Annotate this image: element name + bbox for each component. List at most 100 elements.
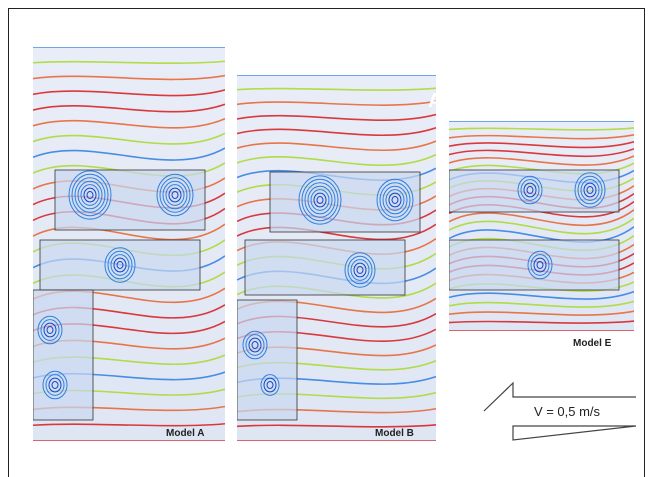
- flow-graphic: [449, 148, 634, 158]
- flow-graphic: [42, 370, 68, 400]
- flow-graphic: [385, 189, 405, 211]
- flow-graphic: [449, 300, 634, 308]
- flow-graphic: [33, 74, 225, 81]
- flow-graphic: [520, 179, 540, 201]
- panel-label: Model E: [573, 338, 612, 349]
- flow-graphic: [51, 381, 59, 389]
- flow-graphic: [344, 252, 376, 288]
- flow-graphic: [574, 172, 606, 208]
- flow-graphic: [68, 170, 112, 220]
- flow-graphic: [533, 257, 547, 273]
- flow-graphic: [245, 334, 265, 356]
- flow-graphic: [77, 180, 103, 210]
- flow-graphic: [33, 422, 225, 427]
- flow-graphic: [449, 127, 634, 131]
- flow-graphic: [580, 179, 600, 201]
- flow-graphic: [449, 226, 634, 243]
- flow-graphic: [242, 330, 268, 360]
- flow-graphic: [237, 100, 436, 106]
- flow-graphic: [237, 424, 436, 428]
- flow-graphic: [517, 175, 543, 205]
- flow-graphic: [54, 169, 206, 231]
- flow-graphic: [260, 374, 280, 396]
- flow-graphic: [376, 178, 414, 222]
- flow-graphic: [347, 255, 373, 285]
- flow-graphic: [43, 322, 57, 338]
- flow-graphic: [449, 209, 634, 226]
- flow-graphic: [523, 182, 537, 198]
- flow-graphic: [168, 187, 182, 203]
- flow-graphic: [382, 185, 408, 215]
- flow-graphic: [39, 239, 201, 291]
- flow-graphic: [307, 185, 333, 215]
- flow-graphic: [159, 177, 191, 213]
- flow-graphic: [171, 191, 179, 199]
- flow-graphic: [301, 178, 339, 222]
- flow-graphic: [536, 261, 544, 269]
- flow-graphic: [74, 177, 106, 213]
- flow-graphic: [577, 175, 603, 205]
- flow-graphic: [583, 182, 597, 198]
- flow-graphic: [244, 239, 406, 296]
- flow-graphic: [80, 184, 100, 206]
- flow-graphic: [86, 191, 94, 199]
- flow-graphic: [116, 261, 124, 269]
- flow-graphic: [263, 377, 277, 393]
- flow-graphic: [449, 155, 634, 166]
- flow-graphic: [391, 196, 399, 204]
- flow-graphic: [45, 374, 65, 396]
- flow-graphic: [237, 153, 436, 167]
- flow-graphic: [316, 196, 324, 204]
- flow-graphic: [449, 290, 634, 300]
- flow-graphic: [379, 182, 411, 218]
- flow-graphic: [104, 247, 136, 283]
- flow-graphic: [350, 259, 370, 281]
- flow-graphic: [237, 140, 436, 152]
- flow-graphic: [237, 113, 436, 122]
- flow-graphic: [530, 254, 550, 276]
- flow-graphic: [266, 381, 274, 389]
- flow-graphic: [388, 192, 402, 208]
- flow-graphic: [37, 315, 63, 345]
- flow-graphic: [162, 180, 188, 210]
- panel-model-a: [33, 47, 225, 441]
- flow-graphic: [71, 173, 109, 217]
- flow-graphic: [33, 147, 225, 161]
- flow-graphic: [237, 127, 436, 137]
- corner-text: A: [428, 90, 442, 112]
- panel-model-b: [237, 75, 436, 441]
- flow-graphic: [33, 289, 94, 421]
- velocity-label: V = 0,5 m/s: [534, 404, 601, 419]
- flow-graphic: [113, 257, 127, 273]
- flow-graphic: [40, 319, 60, 341]
- velocity-arrow: [483, 381, 637, 441]
- flow-graphic: [586, 186, 594, 194]
- flow-graphic: [449, 217, 634, 235]
- flow-graphic: [46, 326, 54, 334]
- flow-graphic: [237, 223, 436, 241]
- flow-graphic: [48, 377, 62, 393]
- flow-graphic: [313, 192, 327, 208]
- flow-graphic: [449, 320, 634, 324]
- flow-graphic: [165, 184, 185, 206]
- flow-graphic: [33, 89, 225, 97]
- flow-graphic: [156, 173, 194, 217]
- flow-graphic: [527, 250, 553, 280]
- flow-graphic: [449, 310, 634, 316]
- flow-graphic: [237, 87, 436, 91]
- frame: [8, 8, 645, 477]
- flow-graphic: [304, 182, 336, 218]
- flow-graphic: [251, 341, 259, 349]
- panel-label: Model B: [375, 428, 414, 439]
- flow-graphic: [310, 189, 330, 211]
- flow-graphic: [449, 134, 634, 140]
- flow-graphic: [237, 299, 298, 421]
- flow-graphic: [33, 132, 225, 145]
- flow-graphic: [107, 250, 133, 280]
- flow-graphic: [33, 103, 225, 113]
- flow-graphic: [83, 187, 97, 203]
- flow-graphic: [269, 171, 421, 233]
- panel-label: Model A: [166, 428, 205, 439]
